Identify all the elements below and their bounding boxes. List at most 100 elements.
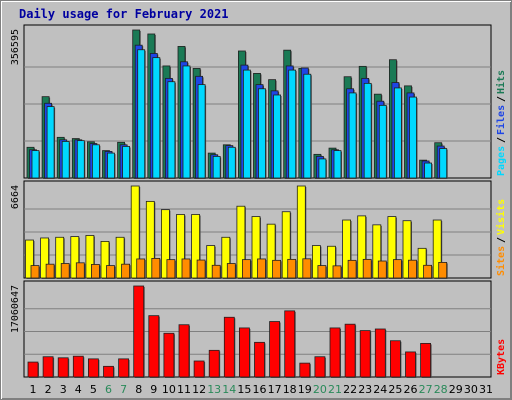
x-tick-label-day-30: 30 [464, 383, 478, 396]
bar-visits-day-16 [251, 216, 261, 279]
bar-visits-day-18 [281, 211, 291, 279]
bar-visits-day-21 [327, 245, 336, 279]
bar-visits-day-26 [402, 220, 412, 279]
bar-kbytes-day-26 [405, 351, 416, 378]
bar-pages-day-4 [76, 140, 85, 179]
x-tick-label-day-31: 31 [479, 383, 493, 396]
bar-kbytes-day-6 [103, 365, 114, 378]
bar-kbytes-day-17 [269, 321, 281, 378]
x-tick-label-day-23: 23 [358, 383, 372, 396]
bar-visits-day-12 [191, 214, 201, 279]
legend-visits: Visits [495, 199, 507, 235]
bar-pages-day-11 [182, 65, 191, 179]
x-tick-label-day-8: 8 [135, 383, 142, 396]
bar-kbytes-day-21 [329, 327, 341, 378]
bar-sites-day-9 [151, 257, 161, 279]
bar-sites-day-19 [302, 258, 312, 279]
x-tick-label-day-20: 20 [313, 383, 327, 396]
x-tick-label-day-18: 18 [283, 383, 297, 396]
bar-kbytes-day-24 [374, 328, 386, 378]
x-tick-label-day-10: 10 [162, 383, 176, 396]
bar-kbytes-day-20 [314, 356, 326, 378]
bar-sites-day-7 [121, 263, 130, 279]
bar-kbytes-day-16 [254, 341, 265, 378]
bar-visits-day-7 [115, 236, 125, 279]
bar-visits-day-5 [85, 235, 95, 279]
bar-kbytes-day-8 [133, 285, 145, 378]
bar-pages-day-2 [46, 106, 55, 179]
bar-kbytes-day-3 [57, 357, 69, 378]
bar-pages-day-3 [61, 141, 70, 179]
bar-kbytes-day-4 [72, 355, 84, 378]
bar-visits-day-14 [221, 236, 231, 279]
bar-visits-day-6 [100, 241, 110, 279]
bar-sites-day-20 [317, 265, 327, 279]
bar-pages-day-22 [348, 92, 357, 179]
bar-sites-day-12 [196, 259, 206, 279]
bar-pages-day-13 [212, 156, 221, 179]
bar-sites-day-21 [332, 265, 342, 279]
bar-visits-day-20 [311, 245, 321, 279]
bar-sites-day-15 [241, 259, 251, 279]
bar-visits-day-2 [40, 237, 49, 279]
legend-kbytes: KBytes [496, 339, 507, 375]
bar-visits-day-24 [372, 224, 382, 279]
bar-pages-day-27 [424, 162, 433, 179]
legend-files: Files [495, 105, 507, 135]
x-tick-label-day-7: 7 [120, 383, 127, 396]
bar-sites-day-3 [60, 263, 70, 279]
bar-sites-day-6 [106, 265, 115, 279]
x-tick-label-day-15: 15 [237, 383, 251, 396]
bar-kbytes-day-9 [148, 315, 160, 378]
bar-pages-day-8 [137, 49, 146, 179]
bar-visits-day-3 [55, 236, 65, 279]
bar-sites-day-25 [392, 259, 402, 279]
bar-kbytes-day-15 [238, 327, 250, 378]
bar-visits-day-10 [160, 209, 170, 279]
bar-pages-day-6 [107, 152, 115, 179]
bar-pages-day-1 [31, 150, 40, 179]
bar-kbytes-day-14 [223, 316, 235, 378]
bar-sites-day-28 [438, 261, 448, 279]
x-tick-label-day-29: 29 [449, 383, 463, 396]
bar-kbytes-day-1 [27, 361, 39, 378]
bar-pages-day-23 [363, 82, 372, 179]
bar-kbytes-day-2 [42, 356, 54, 378]
bar-visits-day-23 [357, 215, 367, 279]
bar-kbytes-day-5 [88, 358, 99, 378]
x-tick-label-day-13: 13 [207, 383, 221, 396]
x-tick-label-day-6: 6 [105, 383, 112, 396]
bar-kbytes-day-22 [344, 323, 356, 378]
bar-sites-day-22 [347, 259, 357, 279]
bar-sites-day-10 [166, 259, 176, 279]
bar-pages-day-7 [122, 146, 130, 179]
x-tick-label-day-14: 14 [222, 383, 236, 396]
bar-visits-day-22 [342, 219, 352, 279]
x-tick-label-day-27: 27 [419, 383, 433, 396]
bar-visits-day-15 [236, 205, 246, 279]
x-tick-label-day-11: 11 [177, 383, 191, 396]
legend-hits: Hits [495, 70, 507, 94]
x-tick-label-day-22: 22 [343, 383, 357, 396]
bar-sites-day-8 [136, 258, 146, 279]
bar-pages-day-18 [288, 69, 297, 179]
x-tick-label-day-17: 17 [268, 383, 282, 396]
bar-visits-day-25 [387, 216, 397, 279]
x-tick-label-day-28: 28 [434, 383, 448, 396]
bar-pages-day-20 [318, 158, 327, 179]
x-tick-label-day-4: 4 [75, 383, 82, 396]
bar-sites-day-11 [181, 258, 191, 279]
bar-visits-day-9 [145, 200, 155, 279]
bar-visits-day-1 [25, 239, 34, 279]
bar-pages-day-28 [439, 148, 448, 179]
bar-sites-day-1 [30, 265, 40, 279]
bar-visits-day-28 [432, 219, 442, 279]
bar-kbytes-day-25 [389, 340, 401, 378]
bar-pages-day-9 [152, 57, 161, 179]
legend-separator: / [496, 137, 507, 143]
bar-sites-day-17 [272, 259, 282, 279]
bar-visits-day-8 [130, 185, 140, 279]
bar-pages-day-16 [258, 88, 266, 179]
bar-visits-day-11 [176, 214, 185, 279]
